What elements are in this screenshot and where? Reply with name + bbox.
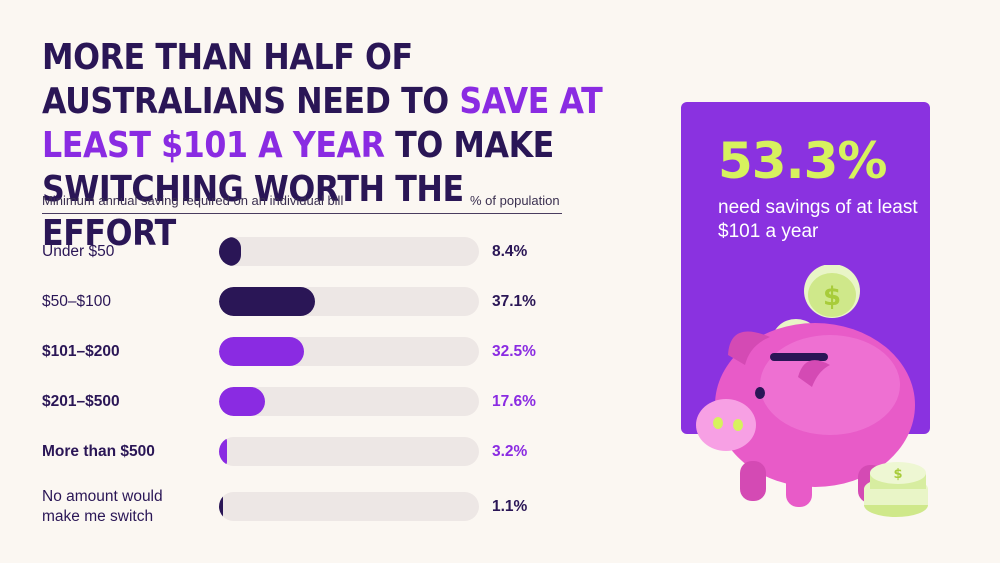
bar-track xyxy=(219,237,479,266)
callout-value: 53.3% xyxy=(718,132,887,190)
bar xyxy=(219,437,228,466)
bar xyxy=(219,387,265,416)
bar-category-label: Under $50 xyxy=(42,243,115,260)
callout-description: need savings of at least $101 a year xyxy=(718,197,918,242)
bar-value-label: 32.5% xyxy=(492,343,536,360)
bar-track xyxy=(219,387,479,416)
bar-track xyxy=(219,337,479,366)
bar xyxy=(219,492,223,521)
bar-value-label: 8.4% xyxy=(492,243,528,260)
title-part-1: More than half of Australians need to xyxy=(42,37,460,122)
svg-text:$: $ xyxy=(823,282,841,312)
bar-track xyxy=(219,437,479,466)
bar xyxy=(219,287,316,316)
title-part-2: to make switching worth the effort xyxy=(42,125,554,254)
column-header-percent: % of population xyxy=(470,193,560,208)
column-header-category: Minimum annual saving required on an ind… xyxy=(42,193,344,208)
coin-icon: $ xyxy=(864,462,928,517)
bar-track xyxy=(219,287,479,316)
svg-text:$: $ xyxy=(893,467,902,482)
bar-value-label: 1.1% xyxy=(492,498,528,515)
bar-value-label: 17.6% xyxy=(492,393,536,410)
title-highlight: save at least $101 a year xyxy=(42,81,603,166)
bar-category-label: $50–$100 xyxy=(42,293,111,310)
coin-icon: $ xyxy=(804,265,860,318)
bar-category-label: More than $500 xyxy=(42,443,155,460)
bar-track xyxy=(219,492,479,521)
piggy-bank-icon: $ $ $ xyxy=(696,265,928,517)
bar-value-label: 37.1% xyxy=(492,293,536,310)
bar-category-label: $201–$500 xyxy=(42,393,120,410)
bar-value-label: 3.2% xyxy=(492,443,528,460)
bar xyxy=(219,337,304,366)
bar xyxy=(219,237,241,266)
bar-category-label: $101–$200 xyxy=(42,343,120,360)
chart-title: More than half of Australians need to sa… xyxy=(42,36,605,256)
bar-category-label: No amount would make me switch xyxy=(42,488,163,525)
header-divider xyxy=(42,213,562,214)
